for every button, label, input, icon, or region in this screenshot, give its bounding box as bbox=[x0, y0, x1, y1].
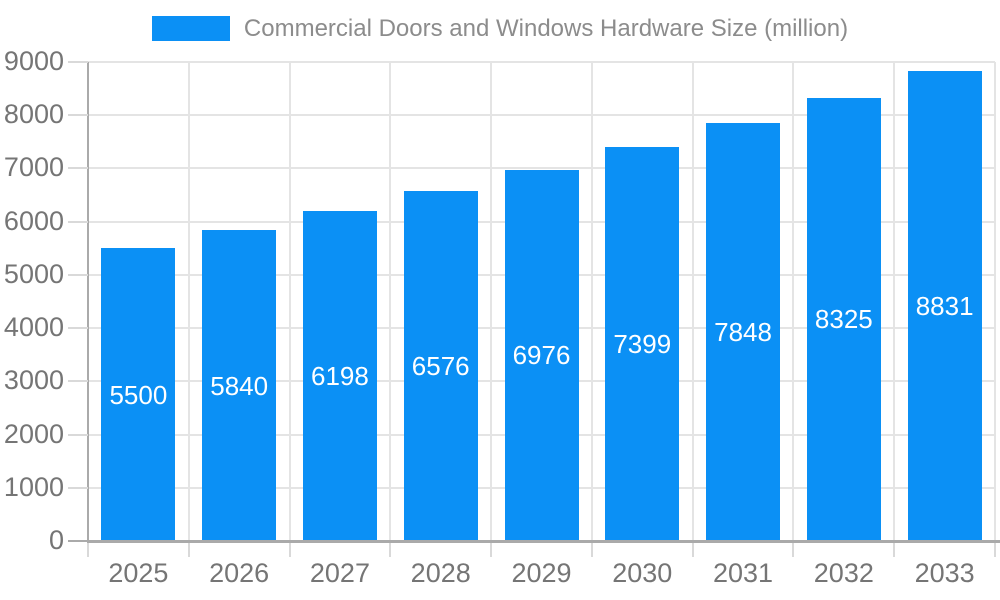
x-gridline bbox=[893, 62, 896, 541]
y-axis-tick bbox=[68, 433, 88, 436]
x-axis-tick-label: 2033 bbox=[914, 558, 975, 588]
x-axis-tick-label: 2026 bbox=[209, 558, 270, 588]
bar-2027[interactable]: 6198 bbox=[302, 211, 377, 541]
y-axis-tick bbox=[68, 540, 88, 542]
y-axis-tick bbox=[68, 220, 88, 223]
x-axis-tick bbox=[288, 543, 291, 557]
y-axis-tick-label: 8000 bbox=[3, 99, 64, 130]
x-gridline bbox=[691, 62, 694, 541]
y-axis-tick-label: 0 bbox=[48, 525, 64, 555]
bar-value-label: 8831 bbox=[915, 291, 974, 321]
x-axis-tick-label: 2030 bbox=[612, 558, 673, 588]
y-axis-line bbox=[87, 62, 89, 556]
bar-2029[interactable]: 6976 bbox=[504, 169, 579, 541]
legend-series-label: Commercial Doors and Windows Hardware Si… bbox=[243, 15, 849, 42]
bar-value-label: 5840 bbox=[210, 370, 269, 401]
x-axis-tick-label: 2032 bbox=[813, 558, 874, 588]
bar-value-label: 5500 bbox=[109, 379, 168, 410]
x-axis-line bbox=[87, 540, 1000, 543]
x-gridline bbox=[187, 62, 190, 541]
x-axis-tick-label: 2028 bbox=[410, 558, 471, 588]
y-axis-tick bbox=[68, 114, 88, 117]
plot-area: 5500 5840 6198 6576 6976 7399 7848 8325 8831 bbox=[88, 61, 996, 541]
legend[interactable]: Commercial Doors and Windows Hardware Si… bbox=[0, 14, 1000, 43]
x-axis-tick bbox=[187, 543, 190, 557]
x-gridline bbox=[288, 62, 291, 541]
x-axis-tick-label: 2031 bbox=[713, 558, 774, 588]
y-axis-tick bbox=[68, 167, 88, 170]
y-axis-tick-label: 5000 bbox=[3, 258, 64, 289]
x-axis-tick bbox=[994, 543, 996, 557]
x-axis-tick bbox=[893, 543, 896, 557]
bar-2028[interactable]: 6576 bbox=[403, 191, 478, 541]
bar-2026[interactable]: 5840 bbox=[202, 230, 277, 541]
y-axis-tick-label: 4000 bbox=[3, 312, 64, 343]
y-axis-tick-label: 6000 bbox=[3, 205, 64, 236]
x-axis-tick-label: 2025 bbox=[108, 558, 169, 588]
legend-swatch-icon bbox=[151, 16, 230, 41]
y-gridline bbox=[88, 61, 995, 63]
x-gridline bbox=[590, 62, 593, 541]
y-axis-tick-label: 7000 bbox=[3, 152, 64, 183]
bar-value-label: 7399 bbox=[613, 329, 672, 360]
bar-2032[interactable]: 8325 bbox=[806, 97, 881, 541]
bar-value-label: 6976 bbox=[512, 340, 571, 371]
x-axis-tick bbox=[691, 543, 694, 557]
x-axis-tick bbox=[490, 543, 493, 557]
y-axis-tick-label: 2000 bbox=[3, 418, 64, 449]
y-axis-tick bbox=[68, 486, 88, 489]
bar-value-label: 6198 bbox=[311, 361, 369, 392]
bar-2030[interactable]: 7399 bbox=[605, 147, 680, 541]
y-axis-tick-label: 1000 bbox=[3, 471, 64, 502]
y-axis-tick bbox=[68, 273, 88, 276]
bar-2031[interactable]: 7848 bbox=[706, 123, 781, 541]
bar-value-label: 8325 bbox=[814, 304, 873, 335]
bar-2033[interactable]: 8831 bbox=[907, 71, 982, 541]
x-axis-tick bbox=[590, 543, 593, 557]
x-gridline bbox=[490, 62, 493, 541]
x-gridline bbox=[389, 62, 392, 541]
x-axis-tick bbox=[792, 543, 795, 557]
x-axis-tick-label: 2027 bbox=[309, 558, 370, 588]
x-gridline bbox=[994, 62, 996, 541]
x-axis-tick bbox=[87, 543, 89, 557]
y-gridline bbox=[88, 167, 995, 170]
y-axis-tick bbox=[68, 61, 88, 63]
bar-2025[interactable]: 5500 bbox=[101, 248, 176, 541]
y-axis-tick-label: 9000 bbox=[3, 46, 64, 76]
bar-value-label: 6576 bbox=[411, 351, 470, 381]
x-axis-tick bbox=[389, 543, 392, 557]
y-axis-tick-label: 3000 bbox=[3, 365, 64, 396]
bar-value-label: 7848 bbox=[714, 317, 772, 348]
y-axis-tick bbox=[68, 380, 88, 383]
y-axis-tick bbox=[68, 327, 88, 330]
x-axis-tick-label: 2029 bbox=[511, 558, 572, 588]
y-gridline bbox=[88, 114, 995, 117]
x-gridline bbox=[792, 62, 795, 541]
